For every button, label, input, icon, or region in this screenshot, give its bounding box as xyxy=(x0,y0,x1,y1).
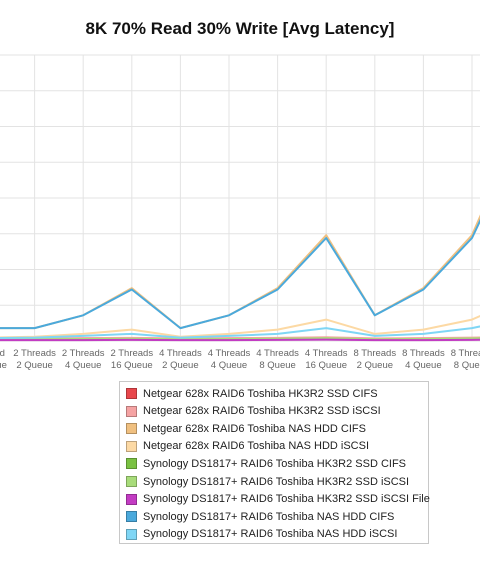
series-line-6 xyxy=(0,337,480,341)
x-tick-label: 4 Threads xyxy=(208,348,251,359)
legend-swatch xyxy=(126,405,137,417)
legend-item[interactable]: Synology DS1817+ RAID6 Toshiba HK3R2 SSD… xyxy=(126,491,430,508)
legend-swatch xyxy=(126,528,137,540)
x-tick-label: 4 Queue xyxy=(65,360,101,371)
legend-label: Synology DS1817+ RAID6 Toshiba HK3R2 SSD… xyxy=(143,493,430,506)
x-tick-label: 4 Threads xyxy=(305,348,348,359)
legend-swatch xyxy=(126,493,137,505)
x-tick-label: 8 Threads xyxy=(402,348,445,359)
legend-swatch xyxy=(126,423,137,435)
legend-item[interactable]: Netgear 628x RAID6 Toshiba HK3R2 SSD CIF… xyxy=(126,385,378,402)
x-tick-label: 16 Queue xyxy=(305,360,347,371)
legend-item[interactable]: Synology DS1817+ RAID6 Toshiba NAS HDD i… xyxy=(126,526,397,543)
legend-label: Netgear 628x RAID6 Toshiba NAS HDD CIFS xyxy=(143,422,366,435)
legend-swatch xyxy=(126,440,137,452)
x-tick-label: 2 Queue xyxy=(162,360,198,371)
x-tick-label: 8 Queue xyxy=(454,360,480,371)
x-tick-label: 2 Queue xyxy=(357,360,393,371)
x-tick-label: 4 Threads xyxy=(159,348,202,359)
legend-label: Synology DS1817+ RAID6 Toshiba NAS HDD C… xyxy=(143,510,395,523)
legend-swatch xyxy=(126,476,137,487)
x-tick-label: 2 Threads xyxy=(13,348,56,359)
legend-swatch xyxy=(126,458,137,470)
legend-item[interactable]: Synology DS1817+ RAID6 Toshiba HK3R2 SSD… xyxy=(126,473,409,490)
legend-swatch xyxy=(126,511,137,523)
x-tick-label: 16 Queue xyxy=(0,360,7,371)
legend-item[interactable]: Netgear 628x RAID6 Toshiba NAS HDD CIFS xyxy=(126,420,366,437)
legend-item[interactable]: Netgear 628x RAID6 Toshiba NAS HDD iSCSI xyxy=(126,438,369,455)
x-tick-label: 8 Queue xyxy=(259,360,295,371)
legend-item[interactable]: Netgear 628x RAID6 Toshiba HK3R2 SSD iSC… xyxy=(126,403,381,420)
legend-label: Netgear 628x RAID6 Toshiba NAS HDD iSCSI xyxy=(143,440,370,453)
x-tick-label: 4 Queue xyxy=(405,360,441,371)
series-line-7 xyxy=(0,338,480,342)
legend: Netgear 628x RAID6 Toshiba HK3R2 SSD CIF… xyxy=(119,381,430,544)
chart-title: 8K 70% Read 30% Write [Avg Latency] xyxy=(85,19,395,38)
x-tick-label: 2 Threads xyxy=(62,348,105,359)
legend-label: Synology DS1817+ RAID6 Toshiba HK3R2 SSD… xyxy=(143,457,407,470)
x-tick-label: 2 Threads xyxy=(110,348,153,359)
x-tick-label: 4 Queue xyxy=(211,360,247,371)
series-line-8 xyxy=(0,218,480,330)
series-lines xyxy=(0,214,480,342)
x-tick-label: 16 Queue xyxy=(111,360,153,371)
legend-label: Netgear 628x RAID6 Toshiba HK3R2 SSD iSC… xyxy=(143,405,381,418)
series-line-4 xyxy=(0,314,480,339)
x-tick-label: 8 Threads xyxy=(451,348,480,359)
x-tick-label: 1 Thread xyxy=(0,348,5,359)
legend-item[interactable]: Synology DS1817+ RAID6 Toshiba NAS HDD C… xyxy=(126,508,394,525)
x-tick-label: 4 Threads xyxy=(256,348,299,359)
legend-label: Synology DS1817+ RAID6 Toshiba NAS HDD i… xyxy=(143,528,398,541)
legend-item[interactable]: Synology DS1817+ RAID6 Toshiba HK3R2 SSD… xyxy=(126,455,406,472)
legend-label: Synology DS1817+ RAID6 Toshiba HK3R2 SSD… xyxy=(143,475,410,488)
x-tick-label: 8 Threads xyxy=(353,348,396,359)
legend-swatch xyxy=(126,388,137,399)
x-tick-label: 2 Queue xyxy=(16,360,52,371)
series-line-9 xyxy=(0,325,480,339)
legend-label: Netgear 628x RAID6 Toshiba HK3R2 SSD CIF… xyxy=(143,387,378,400)
